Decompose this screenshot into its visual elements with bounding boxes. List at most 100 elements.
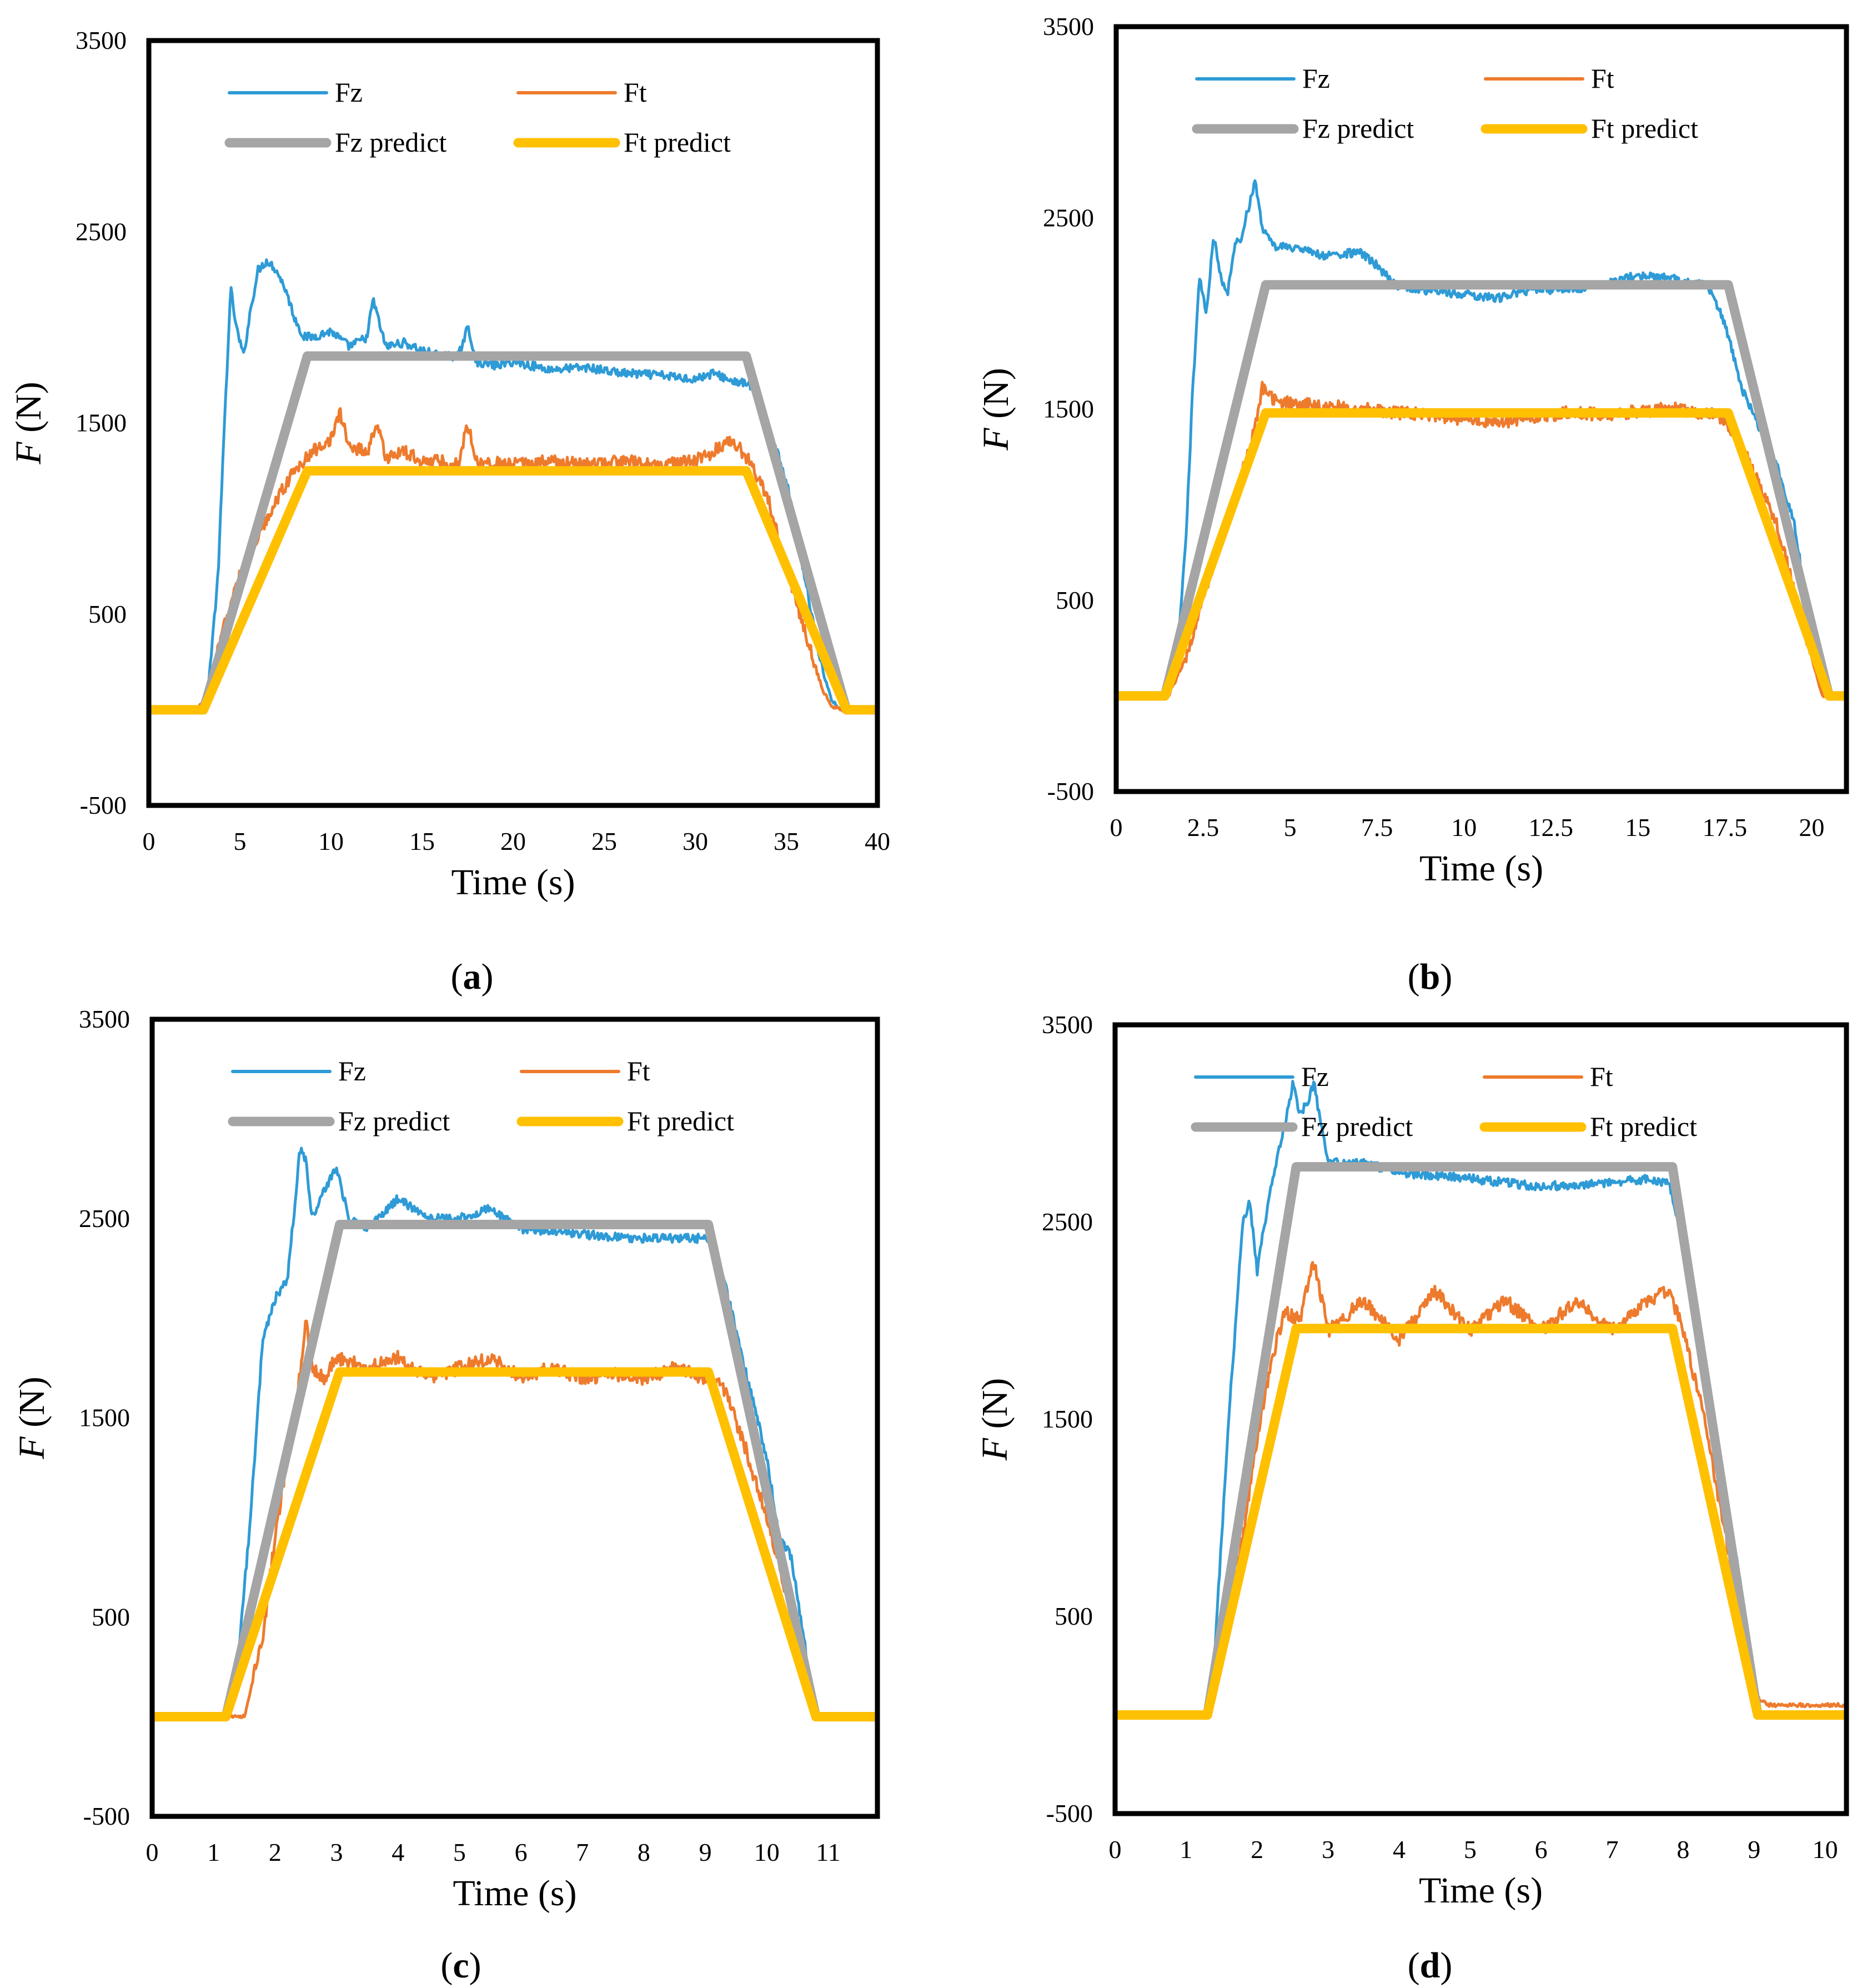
legend-item: Ft — [520, 1055, 650, 1086]
y-tick-label: 500 — [1055, 1602, 1093, 1630]
legend-item: Ft predict — [1480, 113, 1698, 144]
x-tick-label: 4 — [392, 1838, 404, 1866]
x-tick-label: 5 — [1464, 1835, 1477, 1864]
y-axis-title: F (N) — [8, 382, 49, 464]
panel-caption: (c) — [440, 1945, 481, 1986]
y-tick-label: -500 — [1046, 1799, 1093, 1827]
legend-item: Ft — [1483, 1061, 1613, 1092]
legend-label: Fz predict — [1301, 1111, 1413, 1142]
x-tick-label: 0 — [143, 827, 155, 855]
legend-item: Fz — [1195, 63, 1330, 94]
legend-item: Fz — [1194, 1061, 1329, 1092]
series-line-ft-predict — [1115, 1324, 1846, 1720]
caption-letter: b — [1420, 957, 1441, 997]
x-tick-label: 10 — [1813, 1835, 1838, 1864]
x-tick-label: 7 — [1606, 1835, 1619, 1864]
y-axis-unit: (N) — [8, 382, 49, 442]
plot-area-b — [1116, 179, 1846, 701]
y-axis-var: F — [975, 1438, 1015, 1461]
y-axis-unit: (N) — [976, 368, 1016, 428]
legend-label: Fz predict — [338, 1105, 450, 1136]
x-tick-label: 9 — [1748, 1835, 1760, 1864]
x-tick-label: 10 — [754, 1838, 780, 1866]
x-tick-label: 0 — [1109, 1835, 1122, 1864]
x-tick-label: 11 — [816, 1838, 840, 1866]
x-axis-title: Time (s) — [453, 1873, 576, 1914]
legend-item: Fz predict — [1191, 1111, 1413, 1142]
y-tick-label: -500 — [80, 791, 127, 819]
chart-panel-d: -500 500 1500 2500 3500 0 1 2 3 4 5 6 7 8 9 10 Time (s) F… — [975, 1010, 1849, 1986]
x-tick-label: 20 — [1799, 813, 1824, 842]
x-axis-title: Time (s) — [1419, 1870, 1543, 1911]
y-tick-label: 2500 — [1042, 1208, 1093, 1236]
series-line-ft — [149, 407, 877, 713]
x-tick-label: 2.5 — [1187, 813, 1219, 842]
legend-item: Ft predict — [1479, 1111, 1697, 1142]
x-tick-label: 15 — [1625, 813, 1650, 842]
y-tick-label: 3500 — [79, 1005, 130, 1033]
legend-label: Ft — [1591, 63, 1614, 94]
y-tick-label: 1500 — [1042, 1405, 1093, 1433]
y-tick-label: 500 — [88, 600, 127, 628]
x-tick-label: 3 — [1322, 1835, 1334, 1864]
legend-label: Fz — [1301, 1061, 1329, 1092]
y-tick-label: -500 — [1047, 777, 1094, 805]
legend-label: Ft — [1590, 1061, 1613, 1092]
x-tick-label: 0 — [146, 1838, 159, 1866]
legend-item: Fz — [228, 77, 363, 108]
plot-frame — [1112, 1022, 1849, 1816]
series-line-fz — [1116, 179, 1846, 699]
y-tick-label: 2500 — [76, 217, 127, 246]
x-axis-title: Time (s) — [1419, 848, 1543, 889]
x-tick-label: 5 — [234, 827, 247, 855]
legend-label: Ft predict — [1591, 113, 1698, 144]
x-tick-label: 2 — [269, 1838, 282, 1866]
x-tick-label: 6 — [1535, 1835, 1548, 1864]
x-tick-label: 10 — [1451, 813, 1477, 842]
legend-item: Ft — [1484, 63, 1614, 94]
series-line-fz — [152, 1146, 877, 1720]
y-tick-label: 2500 — [1043, 203, 1094, 232]
x-tick-label: 40 — [865, 827, 890, 855]
y-tick-label: 3500 — [1043, 12, 1094, 41]
series-line-ft-predict — [149, 466, 877, 715]
y-tick-label: 500 — [1056, 586, 1094, 614]
x-tick-label: 1 — [1180, 1835, 1192, 1864]
x-tick-label: 0 — [1110, 813, 1123, 842]
caption-letter: a — [463, 957, 481, 997]
x-tick-label: 7.5 — [1361, 813, 1393, 842]
caption-letter: d — [1420, 1945, 1441, 1986]
legend-label: Fz — [338, 1055, 366, 1086]
legend-label: Ft predict — [627, 1105, 734, 1136]
x-tick-label: 5 — [1284, 813, 1297, 842]
y-tick-label: 1500 — [76, 409, 127, 437]
legend-label: Fz — [335, 77, 363, 108]
legend-label: Fz predict — [335, 127, 446, 158]
legend-item: Fz predict — [1192, 113, 1414, 144]
x-tick-label: 8 — [638, 1838, 650, 1866]
plot-area-d — [1115, 1080, 1846, 1720]
legend: Fz Ft Fz predict Ft predict — [228, 1055, 734, 1136]
x-tick-label: 35 — [774, 827, 799, 855]
x-tick-label: 17.5 — [1703, 813, 1748, 842]
legend: Fz Ft Fz predict Ft predict — [1191, 1061, 1697, 1142]
x-tick-label: 10 — [318, 827, 344, 855]
panel-caption: (a) — [451, 957, 494, 997]
y-tick-label: 3500 — [76, 26, 127, 54]
y-axis-var: F — [8, 442, 49, 465]
legend-label: Ft predict — [1590, 1111, 1697, 1142]
series-line-fz-predict — [1116, 280, 1846, 701]
y-axis-title: F (N) — [12, 1376, 52, 1459]
y-axis-unit: (N) — [975, 1378, 1015, 1438]
caption-letter: c — [453, 1945, 469, 1986]
y-axis-unit: (N) — [12, 1376, 52, 1436]
x-tick-label: 6 — [515, 1838, 528, 1866]
legend: Fz Ft Fz predict Ft predict — [1192, 63, 1698, 144]
x-tick-label: 1 — [207, 1838, 220, 1866]
legend-item: Ft predict — [513, 127, 731, 158]
y-axis-title: F (N) — [976, 368, 1016, 450]
y-axis-var: F — [12, 1436, 52, 1460]
legend-label: Ft — [627, 1055, 650, 1086]
plot-area-c — [152, 1146, 877, 1722]
